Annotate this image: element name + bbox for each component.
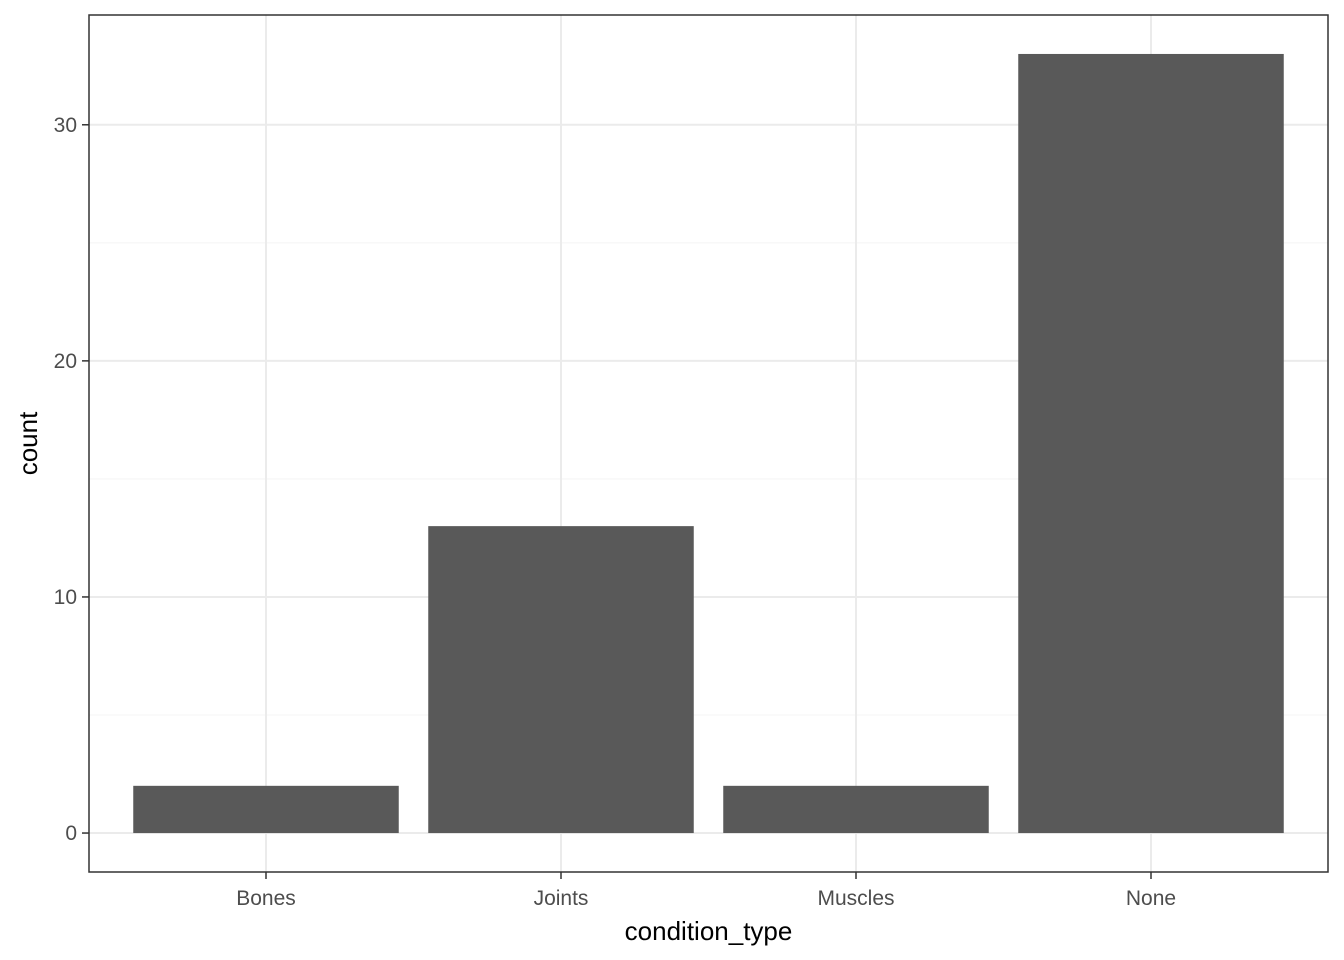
y-tick-label: 30 [54,114,77,137]
bar-joints [428,526,694,834]
bar-none [1018,53,1284,834]
y-tick-label: 10 [54,586,77,609]
y-axis: 0 10 20 30 [54,114,89,845]
x-tick-label-joints: Joints [534,887,589,910]
y-axis-title: count [13,411,43,475]
x-axis-title: condition_type [625,916,793,946]
bars [133,53,1284,834]
x-axis: Bones Joints Muscles None [236,872,1176,910]
panel-border [88,14,1329,873]
x-tick-label-none: None [1126,887,1176,910]
bar-bones [133,785,399,834]
x-tick-label-bones: Bones [236,887,296,910]
bar-muscles [723,785,989,834]
y-tick-label: 20 [54,350,77,373]
x-tick-label-muscles: Muscles [817,887,894,910]
y-tick-label: 0 [65,822,77,845]
